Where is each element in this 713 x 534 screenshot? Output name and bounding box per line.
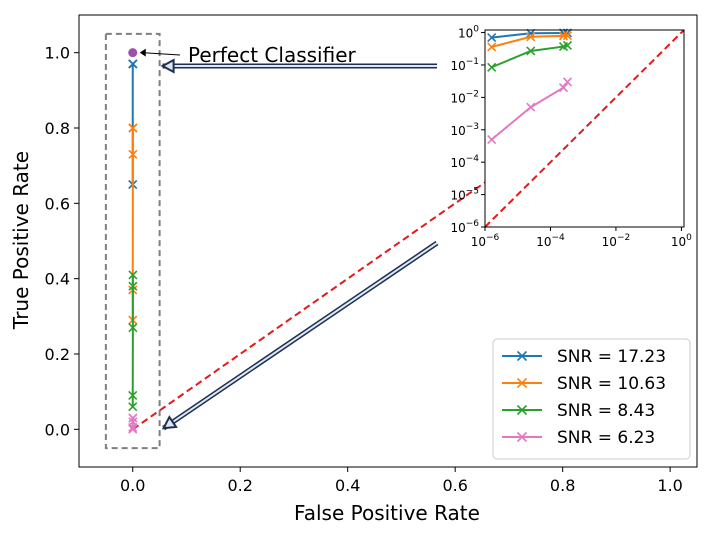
inset-series-2-marker-4 xyxy=(562,31,573,41)
inset-x-tick-label: 100 xyxy=(671,233,692,249)
x-tick-label: 0.2 xyxy=(227,476,252,495)
inset-series-4-marker-1 xyxy=(487,134,497,145)
inset-y-tick-label: 100 xyxy=(458,25,479,41)
legend: SNR = 17.23 SNR = 10.63 SNR = 8.43 SNR = 6.… xyxy=(492,338,691,460)
legend-label-3: SNR = 8.43 xyxy=(557,401,655,421)
x-tick-label: 0.6 xyxy=(442,476,467,495)
inset-background xyxy=(485,30,684,227)
inset-x-tick-label: 10−2 xyxy=(602,233,631,249)
inset-series-4-marker-3 xyxy=(558,83,569,93)
main-plot: 0.0 0.2 0.4 0.6 0.8 1.0 0.0 0.2 0.4 0.6 0.8 1.0 SNR … xyxy=(45,14,698,495)
series-3-marker-3 xyxy=(128,323,138,333)
y-tick-label: 0.6 xyxy=(45,194,70,213)
inset-x-tick-label: 10−6 xyxy=(471,233,500,249)
inset-series-2-marker-2 xyxy=(526,32,536,42)
x-axis-label: False Positive Rate xyxy=(294,501,480,525)
inset-series-2-marker-1 xyxy=(487,42,497,52)
inset-y-tick-label: 10−6 xyxy=(450,219,479,235)
legend-marker-3 xyxy=(516,404,528,416)
perfect-classifier-point xyxy=(128,48,138,58)
legend-label-1: SNR = 17.23 xyxy=(557,347,666,367)
x-tick-label: 1.0 xyxy=(657,476,682,495)
inset-series-line-3 xyxy=(491,44,568,69)
inset-series-1-marker-1 xyxy=(487,33,497,43)
series-2-marker-5 xyxy=(128,123,138,133)
legend-marker-2 xyxy=(516,377,528,389)
inset-y-tick-label: 10−2 xyxy=(450,89,479,105)
inset-series-4-marker-2 xyxy=(526,102,536,112)
legend-label-2: SNR = 10.63 xyxy=(557,374,666,394)
callout-arrow-bottom-fill xyxy=(163,242,438,429)
series-4-marker-3 xyxy=(128,417,138,427)
inset-plot: 10−6 10−4 10−2 100 10−6 10−5 10−4 10−3 10−2 10−1 1… xyxy=(450,25,692,249)
y-tick-label: 1.0 xyxy=(45,44,70,63)
series-3-marker-1 xyxy=(128,402,138,412)
series-1-marker-5 xyxy=(128,59,138,69)
series-4-marker-5 xyxy=(128,413,138,423)
series-3-marker-5 xyxy=(128,270,138,280)
main-plot-frame xyxy=(78,14,698,468)
inset-series-3-marker-1 xyxy=(487,62,497,72)
series-3-marker-4 xyxy=(128,281,138,291)
inset-series-4-marker-4 xyxy=(562,77,573,87)
inset-y-tick-label: 10−5 xyxy=(450,187,479,203)
legend-marker-4 xyxy=(516,431,528,443)
series-4-marker-1 xyxy=(128,424,138,434)
inset-series-3-marker-4 xyxy=(562,40,573,51)
annotation-arrow-head xyxy=(139,48,146,57)
y-axis-label: True Positive Rate xyxy=(9,151,33,330)
annotation-arrow-shaft xyxy=(141,52,181,56)
y-tick-label: 0.0 xyxy=(45,420,70,439)
inset-y-tick-label: 10−1 xyxy=(450,57,479,73)
legend-frame xyxy=(492,338,691,460)
series-2-marker-3 xyxy=(128,149,138,159)
y-tick-label: 0.2 xyxy=(45,345,70,364)
series-3-marker-2 xyxy=(128,390,138,400)
inset-x-tick-label: 10−4 xyxy=(536,233,565,249)
inset-series-3-marker-2 xyxy=(526,46,536,56)
inset-frame xyxy=(484,29,685,228)
inset-series-2-marker-3 xyxy=(558,31,569,41)
legend-label-4: SNR = 6.23 xyxy=(557,428,655,448)
callout-arrow-bottom-head xyxy=(161,415,178,430)
x-tick-label: 0.4 xyxy=(335,476,360,495)
y-tick-label: 0.8 xyxy=(45,119,70,138)
inset-series-line-2 xyxy=(491,34,568,48)
perfect-classifier-annotation: Perfect Classifier xyxy=(188,43,356,67)
inset-chance-line xyxy=(484,29,685,228)
zoom-highlight-box xyxy=(104,32,161,450)
y-tick-label: 0.4 xyxy=(45,270,70,289)
x-tick-label: 0.0 xyxy=(120,476,145,495)
legend-marker-1 xyxy=(516,350,528,362)
x-tick-label: 0.8 xyxy=(550,476,575,495)
inset-y-tick-label: 10−4 xyxy=(450,154,479,170)
callout-arrow-top-head xyxy=(160,58,175,74)
inset-y-tick-label: 10−3 xyxy=(450,122,479,138)
